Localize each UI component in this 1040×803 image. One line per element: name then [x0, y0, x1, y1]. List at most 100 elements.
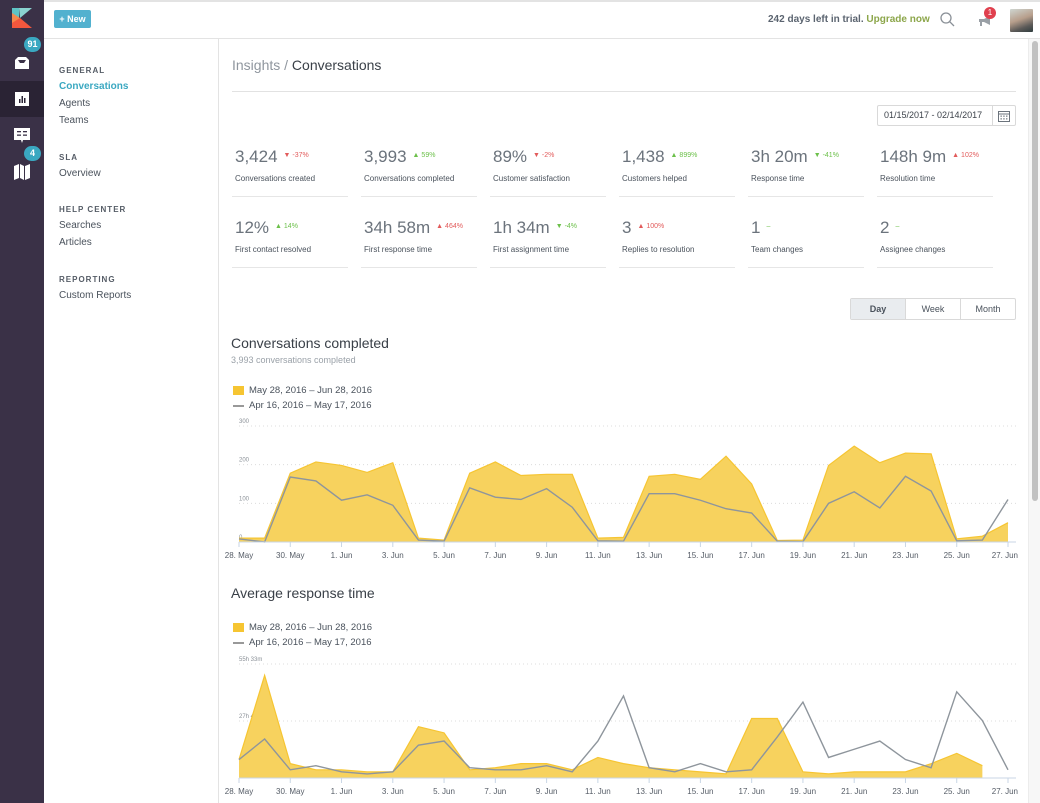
x-tick-label: 17. Jun [739, 551, 765, 560]
metric-value: 1– [751, 218, 770, 238]
x-tick-label: 25. Jun [944, 551, 970, 560]
metric-change: ▲ 464% [436, 223, 463, 230]
top-bar: + New 242 days left in trial. Upgrade no… [44, 0, 1040, 39]
y-tick-label: 100 [239, 496, 250, 502]
legend-swatch-current [233, 386, 244, 395]
section-title-general: GENERAL [59, 66, 106, 75]
metric-change-value: 102% [961, 152, 979, 159]
series-line-current [238, 673, 983, 775]
arrow-up-icon: ▲ [670, 152, 680, 159]
x-tick-label: 9. Jun [536, 551, 558, 560]
legend-item-current[interactable]: May 28, 2016 – Jun 28, 2016 [233, 620, 372, 635]
granularity-week[interactable]: Week [905, 299, 960, 319]
subnav-item-custom-reports[interactable]: Custom Reports [59, 290, 132, 301]
scrollbar-thumb[interactable] [1032, 41, 1038, 501]
x-tick-label: 15. Jun [687, 787, 713, 796]
metric-change: – [895, 223, 899, 230]
y-tick-label: 300 [239, 419, 250, 425]
arrow-down-icon: ▼ [555, 223, 565, 230]
kayako-logo[interactable] [12, 8, 32, 28]
main-content: Insights / Conversations 01/15/2017 - 02… [220, 39, 1028, 803]
metric-card: 3,993 ▲ 59% Conversations completed [361, 147, 477, 197]
granularity-month[interactable]: Month [960, 299, 1015, 319]
user-avatar[interactable] [1010, 9, 1033, 32]
y-tick-label: 200 [239, 458, 250, 464]
subnav-item-overview[interactable]: Overview [59, 168, 101, 179]
metric-label: First response time [364, 245, 433, 254]
metric-change-value: -41% [822, 152, 839, 159]
app-rail: 91 4 [0, 0, 44, 803]
legend-item-previous[interactable]: Apr 16, 2016 – May 17, 2016 [233, 398, 372, 413]
metric-change: ▲ 102% [952, 152, 979, 159]
metric-value: 3,424 ▼ -37% [235, 147, 309, 167]
arrow-up-icon: ▲ [412, 152, 422, 159]
rail-item-inbox[interactable]: 91 [0, 37, 44, 81]
metric-number: 89% [493, 147, 528, 166]
metric-change-value: -37% [292, 152, 309, 159]
metric-value: 12% ▲ 14% [235, 218, 298, 238]
metric-label: Team changes [751, 245, 804, 254]
metric-change-value: -2% [541, 152, 555, 159]
calendar-icon[interactable] [992, 106, 1015, 125]
bar-chart-icon [15, 92, 29, 106]
arrow-down-icon: ▼ [533, 152, 542, 159]
legend-label-previous: Apr 16, 2016 – May 17, 2016 [249, 400, 372, 411]
x-tick-label: 7. Jun [484, 551, 506, 560]
series-area-current [239, 446, 1008, 542]
x-tick-label: 28. May [225, 551, 253, 560]
chart-title-response-time: Average response time [231, 585, 375, 601]
upgrade-link[interactable]: Upgrade now [866, 14, 930, 25]
rail-item-knowledge[interactable] [0, 117, 44, 153]
arrow-down-icon: ▼ [283, 152, 293, 159]
subnav-item-searches[interactable]: Searches [59, 220, 102, 231]
subnav-item-articles[interactable]: Articles [59, 237, 92, 248]
legend-swatch-current [233, 623, 244, 632]
metric-change-value: – [895, 223, 900, 230]
x-tick-label: 3. Jun [382, 787, 404, 796]
x-tick-label: 28. May [225, 787, 253, 796]
map-badge: 4 [24, 146, 41, 161]
insights-subnav: GENERAL Conversations Agents Teams SLA O… [44, 39, 219, 803]
x-tick-label: 19. Jun [790, 551, 816, 560]
metric-value: 1,438 ▲ 899% [622, 147, 697, 167]
x-tick-label: 13. Jun [636, 787, 662, 796]
breadcrumb-root[interactable]: Insights / [232, 57, 289, 73]
subnav-item-conversations[interactable]: Conversations [59, 81, 129, 92]
x-tick-label: 9. Jun [536, 787, 558, 796]
rail-item-insights[interactable] [0, 81, 44, 117]
metric-card: 3,424 ▼ -37% Conversations created [232, 147, 348, 197]
metric-change-value: – [766, 223, 771, 230]
date-range-picker[interactable]: 01/15/2017 - 02/14/2017 [877, 105, 1016, 126]
metric-value: 1h 34m ▼ -4% [493, 218, 577, 238]
granularity-day[interactable]: Day [851, 299, 905, 319]
metric-change-value: 100% [646, 223, 665, 230]
legend-item-current[interactable]: May 28, 2016 – Jun 28, 2016 [233, 383, 372, 398]
x-tick-label: 27. Jun [992, 551, 1018, 560]
new-button[interactable]: + New [54, 10, 91, 28]
page-scrollbar[interactable] [1028, 39, 1040, 803]
x-tick-label: 11. Jun [585, 787, 611, 796]
x-tick-label: 13. Jun [636, 551, 662, 560]
legend-item-previous[interactable]: Apr 16, 2016 – May 17, 2016 [233, 635, 372, 650]
metric-value: 3h 20m ▼ -41% [751, 147, 839, 167]
metric-number: 3,424 [235, 147, 278, 166]
subnav-item-teams[interactable]: Teams [59, 115, 89, 126]
inbox-badge: 91 [24, 37, 41, 52]
metric-value: 3 ▲ 100% [622, 218, 664, 238]
arrow-up-icon: ▲ [952, 152, 962, 159]
search-icon[interactable] [940, 12, 955, 27]
x-tick-label: 5. Jun [433, 551, 455, 560]
metric-label: Replies to resolution [622, 245, 695, 254]
x-tick-label: 25. Jun [944, 787, 970, 796]
metric-number: 2 [880, 218, 890, 237]
x-tick-label: 23. Jun [892, 551, 918, 560]
metric-label: Customer satisfaction [493, 174, 570, 183]
x-tick-label: 30. May [276, 787, 304, 796]
metric-value: 148h 9m ▲ 102% [880, 147, 979, 167]
subnav-item-agents[interactable]: Agents [59, 98, 91, 109]
metric-card: 2– Assignee changes [877, 218, 993, 268]
y-tick-label: 27h 46m [239, 714, 262, 720]
metric-number: 1,438 [622, 147, 665, 166]
rail-item-map[interactable]: 4 [0, 146, 44, 190]
metric-number: 3,993 [364, 147, 407, 166]
